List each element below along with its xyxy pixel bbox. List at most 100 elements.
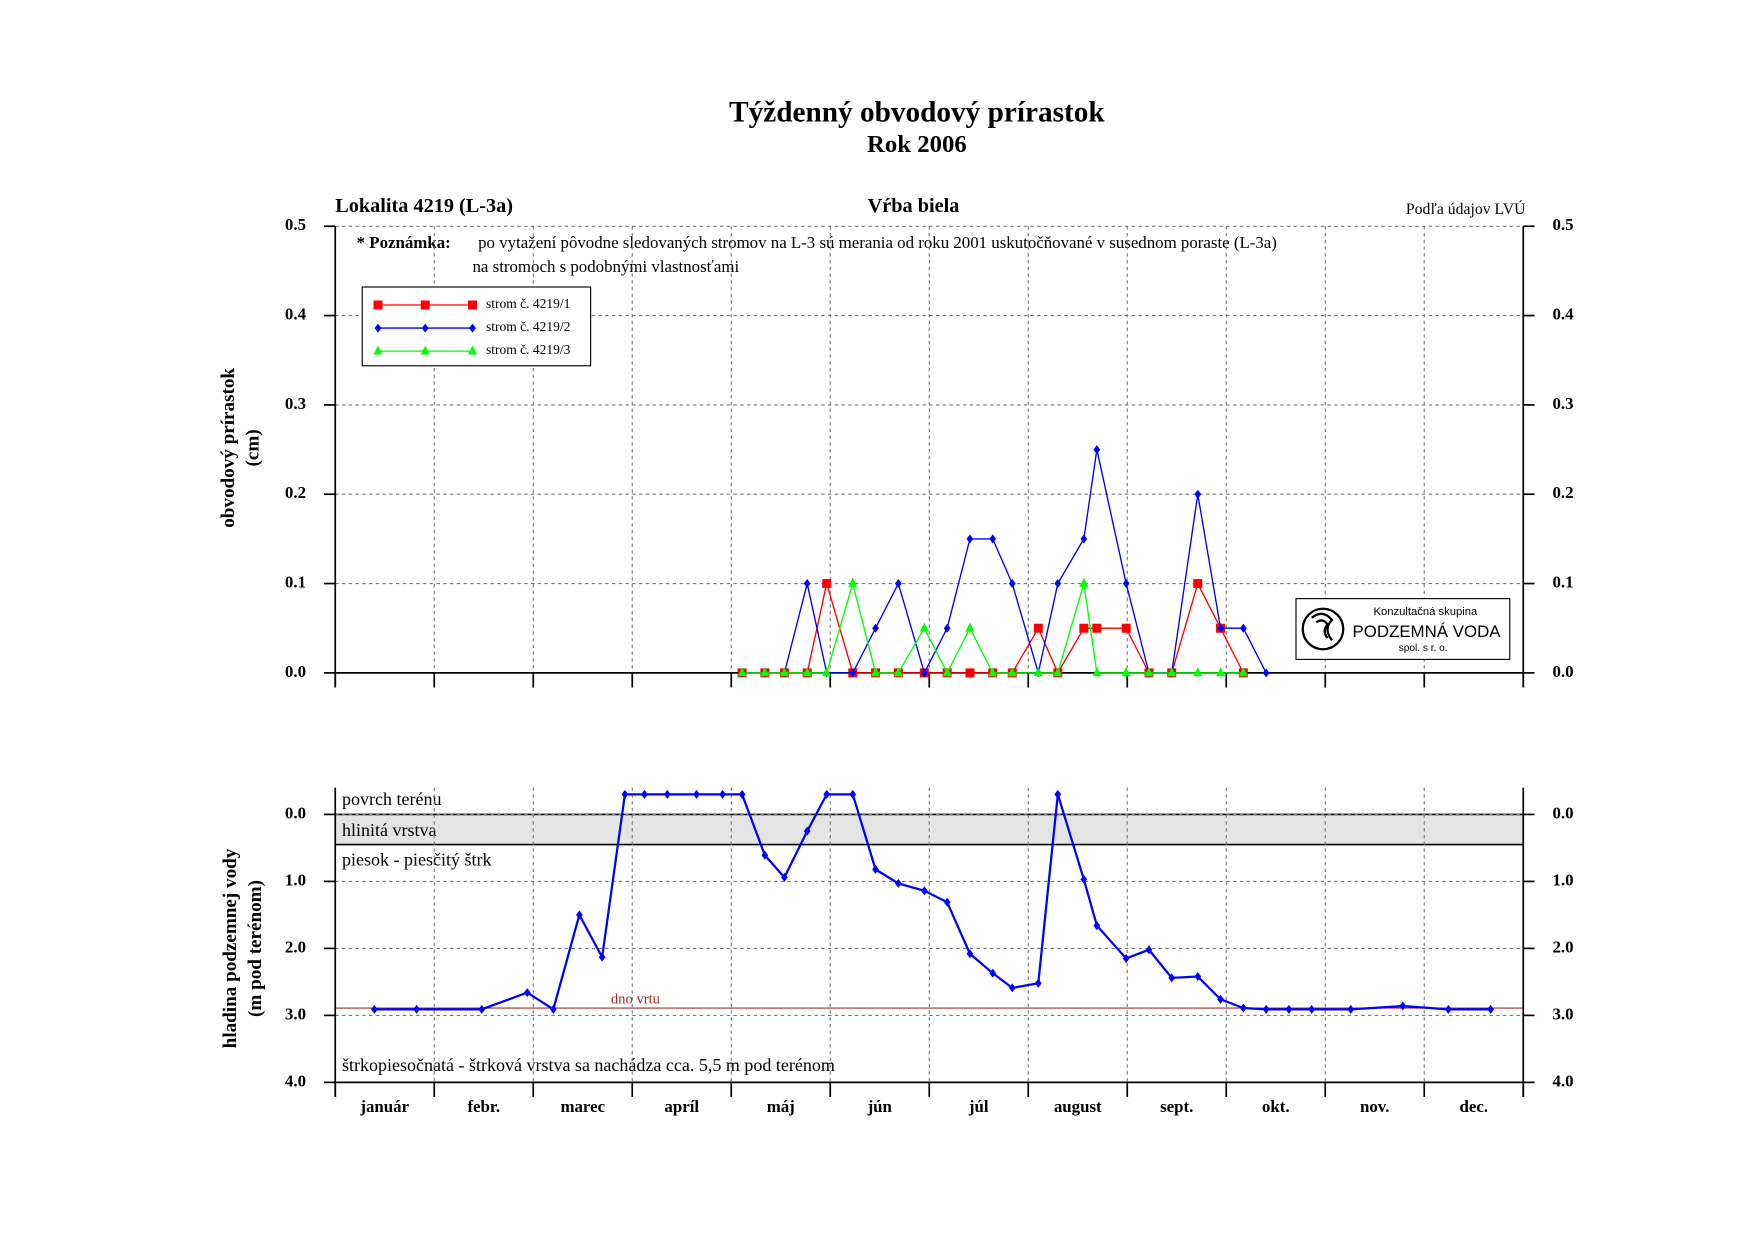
note: po vytažení pôvodne sledovaných stromov …: [478, 233, 1277, 252]
marker: [1194, 972, 1202, 982]
marker: [822, 579, 832, 589]
layer-label: povrch terénu: [342, 789, 441, 809]
location: Lokalita 4219 (L-3a): [335, 195, 513, 217]
marker: [478, 1004, 486, 1014]
x-tick-label: febr.: [467, 1097, 500, 1116]
marker: [1239, 623, 1247, 633]
bottom-note: štrkopiesočnatá - štrková vrstva sa nach…: [342, 1055, 835, 1075]
marker: [1145, 945, 1153, 955]
y-tick-label: 0.0: [1553, 803, 1574, 822]
marker: [1034, 978, 1042, 988]
y-tick-label: 0.5: [285, 215, 306, 234]
marker: [781, 872, 788, 882]
legend-box: [361, 286, 592, 367]
marker: [1262, 1004, 1270, 1014]
marker: [420, 345, 430, 355]
marker: [575, 910, 583, 920]
marker: [920, 886, 928, 896]
marker: [823, 789, 831, 799]
y-tick-label: 0.0: [1553, 662, 1574, 681]
marker: [1080, 534, 1088, 544]
marker: [663, 789, 671, 799]
marker: [523, 988, 531, 998]
marker: [1144, 667, 1154, 677]
y-tick-label: 0.2: [285, 483, 306, 502]
marker: [413, 1004, 420, 1014]
marker: [1122, 579, 1130, 589]
marker: [1308, 1004, 1316, 1014]
marker: [803, 579, 811, 589]
marker: [370, 1004, 378, 1014]
y-tick-label: 3.0: [1553, 1004, 1574, 1023]
x-tick-label: dec.: [1459, 1097, 1488, 1116]
marker: [1285, 1004, 1293, 1014]
x-tick-label: august: [1054, 1097, 1102, 1116]
x-tick-label: marec: [560, 1097, 605, 1116]
note: na stromoch s podobnými vlastnosťami: [473, 257, 740, 276]
y-tick-label: 0.1: [285, 572, 306, 591]
marker: [872, 623, 879, 633]
marker: [1053, 667, 1063, 677]
y-tick-label: 4.0: [285, 1071, 306, 1090]
series-line: [742, 449, 1267, 675]
marker: [421, 323, 429, 333]
marker: [966, 949, 974, 959]
y-tick-label: 0.3: [1553, 394, 1574, 413]
marker: [1079, 623, 1089, 633]
marker: [1167, 667, 1177, 677]
logo-text: Konzultačná skupina: [1373, 606, 1478, 618]
marker: [1092, 623, 1102, 633]
x-tick-label: január: [359, 1097, 409, 1116]
marker: [373, 300, 383, 310]
y-tick-label: 2.0: [1553, 937, 1574, 956]
marker: [894, 878, 902, 888]
marker: [802, 667, 812, 677]
reference-label: dno vrtu: [611, 992, 661, 1008]
marker: [849, 668, 857, 678]
series-line: [374, 793, 1491, 1012]
marker: [1193, 579, 1203, 589]
marker: [871, 667, 881, 677]
marker: [1217, 994, 1224, 1004]
logo-name: PODZEMNÁ VODA: [1352, 622, 1501, 641]
legend-label: strom č. 4219/3: [486, 342, 571, 357]
marker: [849, 789, 857, 799]
marker: [988, 667, 998, 677]
logo: Konzultačná skupina PODZEMNÁ VODA spol. …: [1295, 598, 1511, 660]
y-axis-label: obvodový prírastok: [218, 368, 239, 528]
logo-icon: [1301, 607, 1345, 651]
y-tick-label: 1.0: [285, 870, 306, 889]
layer-label: hlinitá vrstva: [342, 820, 436, 840]
marker: [469, 323, 476, 333]
marker: [1487, 1004, 1495, 1014]
logo-text: spol. s r. o.: [1399, 643, 1448, 654]
y-tick-label: 0.4: [285, 304, 307, 323]
marker: [641, 789, 648, 799]
marker: [1347, 1004, 1355, 1014]
y-tick-label: 1.0: [1553, 870, 1574, 889]
y-axis-label: (cm): [243, 429, 264, 466]
x-tick-label: sept.: [1160, 1097, 1193, 1116]
marker: [943, 623, 951, 633]
marker: [1093, 921, 1101, 931]
marker: [1262, 668, 1270, 678]
marker: [621, 789, 629, 799]
marker: [1194, 489, 1202, 499]
x-tick-label: máj: [767, 1097, 795, 1116]
marker: [373, 345, 383, 355]
marker: [760, 667, 770, 677]
x-tick-label: okt.: [1262, 1097, 1290, 1116]
y-tick-label: 3.0: [285, 1004, 306, 1023]
marker: [803, 826, 811, 836]
marker: [1238, 667, 1248, 677]
marker: [1216, 667, 1226, 677]
marker: [894, 579, 902, 589]
marker: [1121, 623, 1131, 633]
marker: [738, 789, 746, 799]
marker: [822, 667, 832, 677]
marker: [1121, 667, 1131, 677]
y-tick-label: 4.0: [1553, 1071, 1574, 1090]
marker: [920, 668, 928, 678]
